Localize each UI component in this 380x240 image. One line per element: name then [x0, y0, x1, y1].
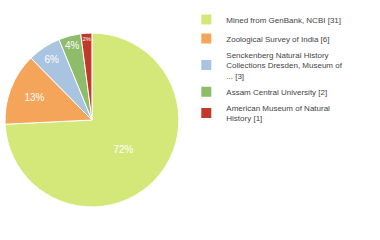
svg-text:72%: 72%	[113, 144, 133, 155]
svg-text:Assam Central University [2]: Assam Central University [2]	[226, 88, 327, 97]
svg-text:Mined from GenBank, NCBI [31]: Mined from GenBank, NCBI [31]	[226, 16, 341, 25]
svg-text:American Museum of NaturalHist: American Museum of NaturalHistory [1]	[226, 104, 330, 123]
svg-text:Senckenberg Natural HistoryCol: Senckenberg Natural HistoryCollections D…	[226, 51, 342, 81]
svg-text:6%: 6%	[45, 54, 60, 65]
svg-text:Zoological Survey of India [6]: Zoological Survey of India [6]	[226, 35, 329, 44]
svg-text:4%: 4%	[65, 40, 80, 51]
svg-text:2%: 2%	[82, 36, 90, 42]
svg-text:13%: 13%	[24, 92, 44, 103]
